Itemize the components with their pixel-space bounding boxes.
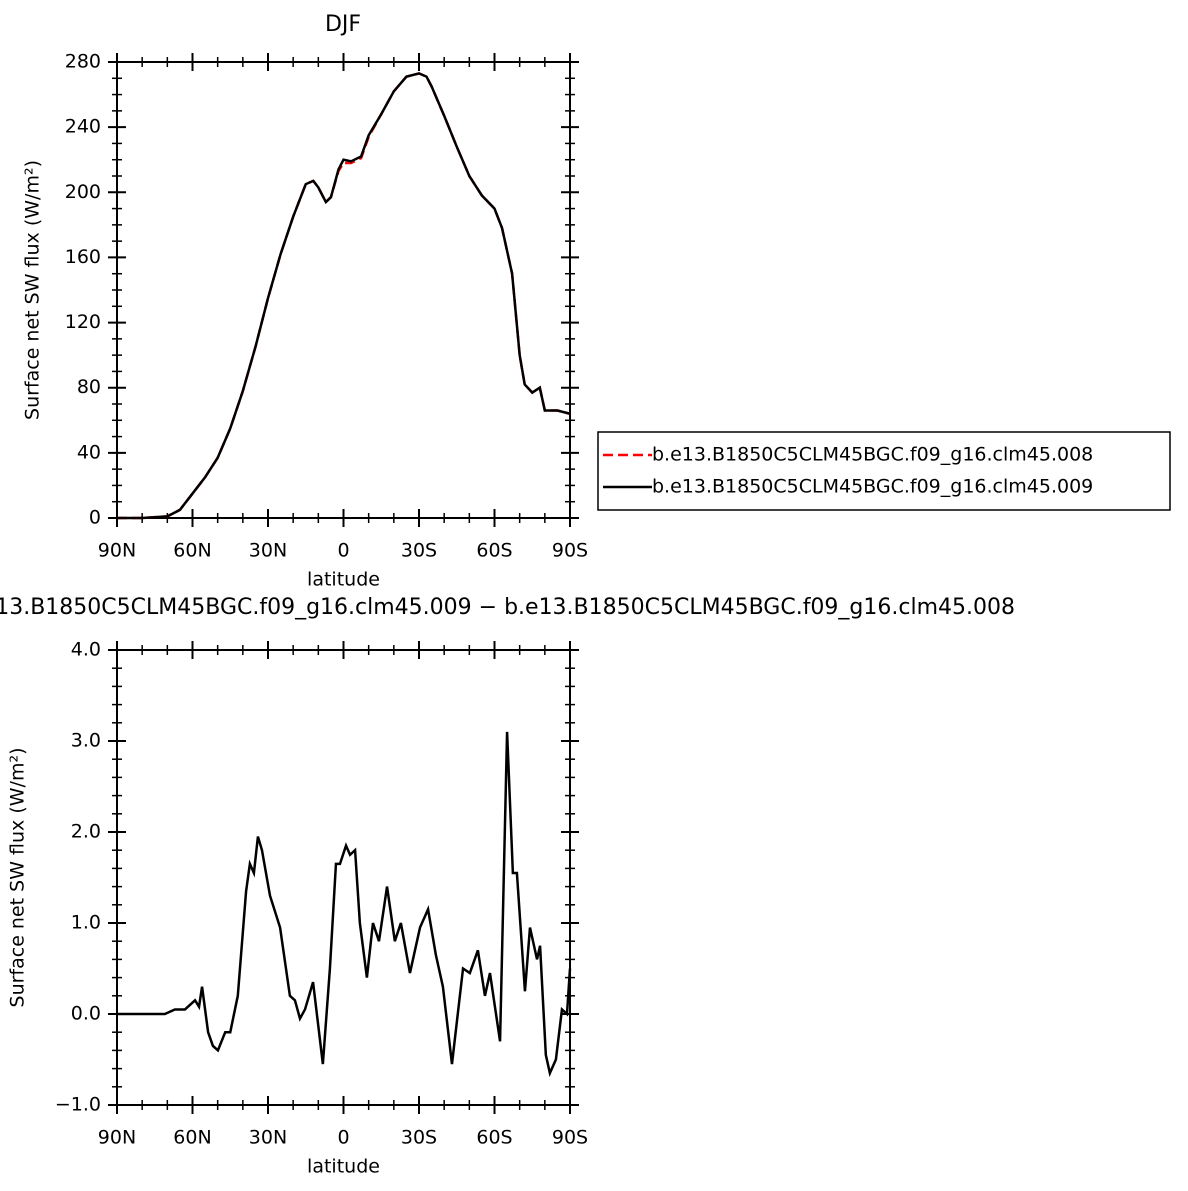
data-line [117,731,572,1078]
y-tick-label: 200 [65,181,101,203]
x-tick-label: 90N [98,540,136,562]
x-tick-label: 90S [552,1127,588,1149]
x-tick-label: 30N [249,540,287,562]
y-tick-label: 0.0 [71,1003,101,1025]
x-tick-label: 90S [552,540,588,562]
x-tick-label: 60S [476,540,512,562]
x-tick-label: 60N [173,540,211,562]
x-tick-label: 0 [337,1127,349,1149]
y-tick-label: 120 [65,311,101,333]
y-tick-label: 4.0 [71,639,101,661]
y-axis-label: Surface net SW flux (W/m²) [7,748,29,1008]
y-tick-label: 80 [77,376,101,398]
legend-label: b.e13.B1850C5CLM45BGC.f09_g16.clm45.008 [652,444,1093,466]
y-tick-label: 3.0 [71,730,101,752]
x-tick-label: 0 [337,540,349,562]
y-tick-label: 160 [65,246,101,268]
chart-title: DJF [325,12,361,37]
x-tick-label: 30S [401,540,437,562]
x-tick-label: 90N [98,1127,136,1149]
x-tick-label: 30S [401,1127,437,1149]
y-tick-label: 0 [89,507,101,529]
x-tick-label: 60S [476,1127,512,1149]
y-tick-label: 240 [65,116,101,138]
x-tick-label: 60N [173,1127,211,1149]
y-axis-label: Surface net SW flux (W/m²) [22,160,44,420]
y-tick-label: 1.0 [71,912,101,934]
x-axis-label: latitude [307,1156,380,1178]
x-axis-label: latitude [307,569,380,591]
x-tick-label: 30N [249,1127,287,1149]
chart-title: b.e13.B1850C5CLM45BGC.f09_g16.clm45.009 … [0,595,1015,620]
y-tick-label: −1.0 [55,1094,101,1116]
y-tick-label: 40 [77,441,101,463]
legend-label: b.e13.B1850C5CLM45BGC.f09_g16.clm45.009 [652,476,1093,498]
data-line [117,72,571,520]
y-tick-label: 2.0 [71,821,101,843]
y-tick-label: 280 [65,51,101,73]
legend-box [597,431,1171,511]
